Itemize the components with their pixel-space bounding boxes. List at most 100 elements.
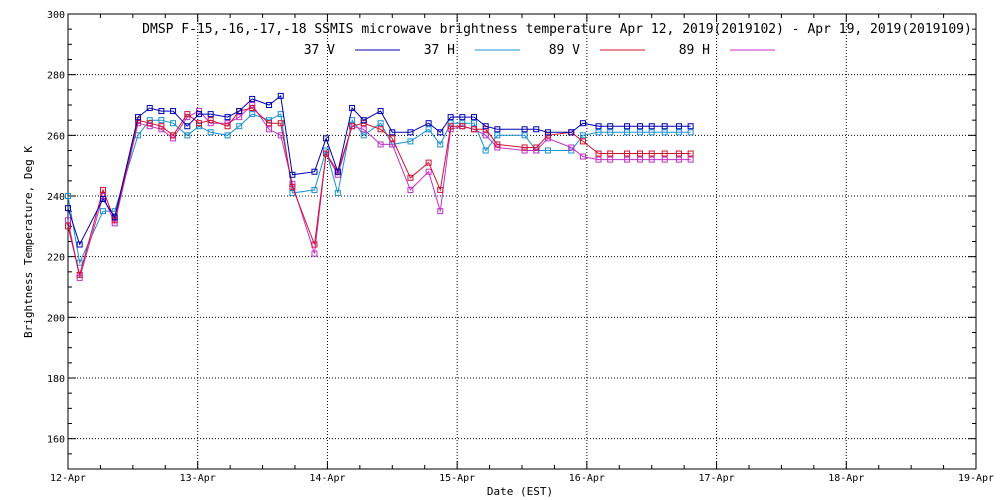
data-point bbox=[447, 114, 454, 121]
data-point bbox=[65, 205, 71, 212]
minor-ticks bbox=[68, 14, 976, 470]
y-axis: 160 180 200 220 240 260 280 300 bbox=[47, 10, 976, 446]
data-point bbox=[377, 126, 384, 133]
y-tick-label: 280 bbox=[47, 71, 65, 82]
data-point bbox=[494, 132, 501, 139]
data-point bbox=[146, 123, 153, 130]
data-point bbox=[76, 274, 83, 281]
data-point bbox=[146, 105, 153, 112]
series-line bbox=[67, 113, 691, 265]
data-point bbox=[482, 132, 489, 139]
data-point bbox=[65, 223, 71, 230]
data-point bbox=[224, 123, 231, 130]
series-line bbox=[67, 104, 691, 279]
y-tick-label: 180 bbox=[47, 374, 65, 385]
data-point bbox=[377, 108, 384, 115]
data-point bbox=[323, 150, 330, 157]
data-point bbox=[533, 144, 540, 151]
y-tick-label: 240 bbox=[47, 192, 65, 203]
data-point bbox=[196, 111, 203, 118]
data-point bbox=[521, 126, 528, 133]
data-point bbox=[224, 114, 231, 121]
data-point bbox=[648, 156, 655, 163]
data-point bbox=[289, 171, 296, 178]
data-point bbox=[459, 123, 466, 130]
data-point bbox=[407, 138, 414, 145]
data-point bbox=[425, 159, 432, 166]
data-point bbox=[158, 108, 165, 115]
data-point bbox=[389, 135, 396, 142]
data-point bbox=[277, 120, 284, 127]
data-point bbox=[377, 120, 384, 127]
data-point bbox=[675, 129, 682, 136]
data-point bbox=[135, 114, 142, 121]
data-point bbox=[637, 129, 644, 136]
series-line bbox=[67, 107, 691, 276]
data-point bbox=[349, 123, 356, 130]
data-point bbox=[407, 186, 414, 193]
data-point bbox=[648, 150, 655, 157]
data-point bbox=[687, 150, 694, 157]
data-point bbox=[579, 153, 586, 160]
data-point bbox=[111, 214, 118, 221]
data-point bbox=[311, 241, 318, 248]
y-tick-label: 260 bbox=[47, 131, 65, 142]
x-tick-label: 12-Apr bbox=[50, 473, 86, 484]
plot-frame bbox=[67, 13, 977, 470]
data-point bbox=[146, 117, 153, 124]
data-point bbox=[533, 126, 540, 133]
data-point bbox=[624, 129, 631, 136]
data-point bbox=[100, 196, 107, 203]
data-point bbox=[437, 129, 444, 136]
x-tick-label: 13-Apr bbox=[180, 473, 216, 484]
x-tick-label: 15-Apr bbox=[439, 473, 475, 484]
data-point bbox=[236, 114, 243, 121]
data-point bbox=[437, 141, 444, 148]
data-point bbox=[447, 123, 454, 130]
legend-label: 37 H bbox=[424, 43, 455, 58]
data-point bbox=[146, 120, 153, 127]
data-point bbox=[607, 156, 614, 163]
grid-lines bbox=[68, 14, 976, 469]
data-point bbox=[184, 132, 191, 139]
data-point bbox=[459, 114, 466, 121]
data-point bbox=[224, 132, 231, 139]
data-point bbox=[360, 126, 367, 133]
data-point bbox=[437, 186, 444, 193]
data-point bbox=[207, 111, 214, 118]
data-point bbox=[471, 114, 478, 121]
data-point bbox=[648, 129, 655, 136]
data-point bbox=[334, 189, 341, 196]
data-point bbox=[637, 150, 644, 157]
legend-label: 37 V bbox=[304, 43, 335, 58]
legend: 37 V 37 H 89 V 89 H bbox=[304, 43, 775, 58]
data-point bbox=[184, 111, 191, 118]
x-tick-label: 18-Apr bbox=[828, 473, 864, 484]
data-point bbox=[100, 186, 107, 193]
data-point bbox=[675, 156, 682, 163]
data-point bbox=[595, 123, 602, 130]
data-point bbox=[482, 147, 489, 154]
data-point bbox=[607, 150, 614, 157]
data-point bbox=[207, 117, 214, 124]
data-point bbox=[360, 132, 367, 139]
data-point bbox=[266, 126, 273, 133]
data-point bbox=[311, 186, 318, 193]
data-point bbox=[389, 129, 396, 136]
data-point bbox=[471, 126, 478, 133]
data-point bbox=[624, 150, 631, 157]
data-point bbox=[687, 129, 694, 136]
data-point bbox=[100, 208, 107, 215]
series-89-v bbox=[65, 105, 694, 278]
x-tick-label: 14-Apr bbox=[309, 473, 345, 484]
data-point bbox=[170, 120, 177, 127]
data-point bbox=[249, 95, 256, 102]
data-point bbox=[595, 156, 602, 163]
data-point bbox=[196, 108, 203, 115]
data-point bbox=[637, 123, 644, 130]
data-point bbox=[360, 117, 367, 124]
data-point bbox=[661, 156, 668, 163]
data-point bbox=[334, 168, 341, 175]
y-tick-label: 160 bbox=[47, 435, 65, 446]
